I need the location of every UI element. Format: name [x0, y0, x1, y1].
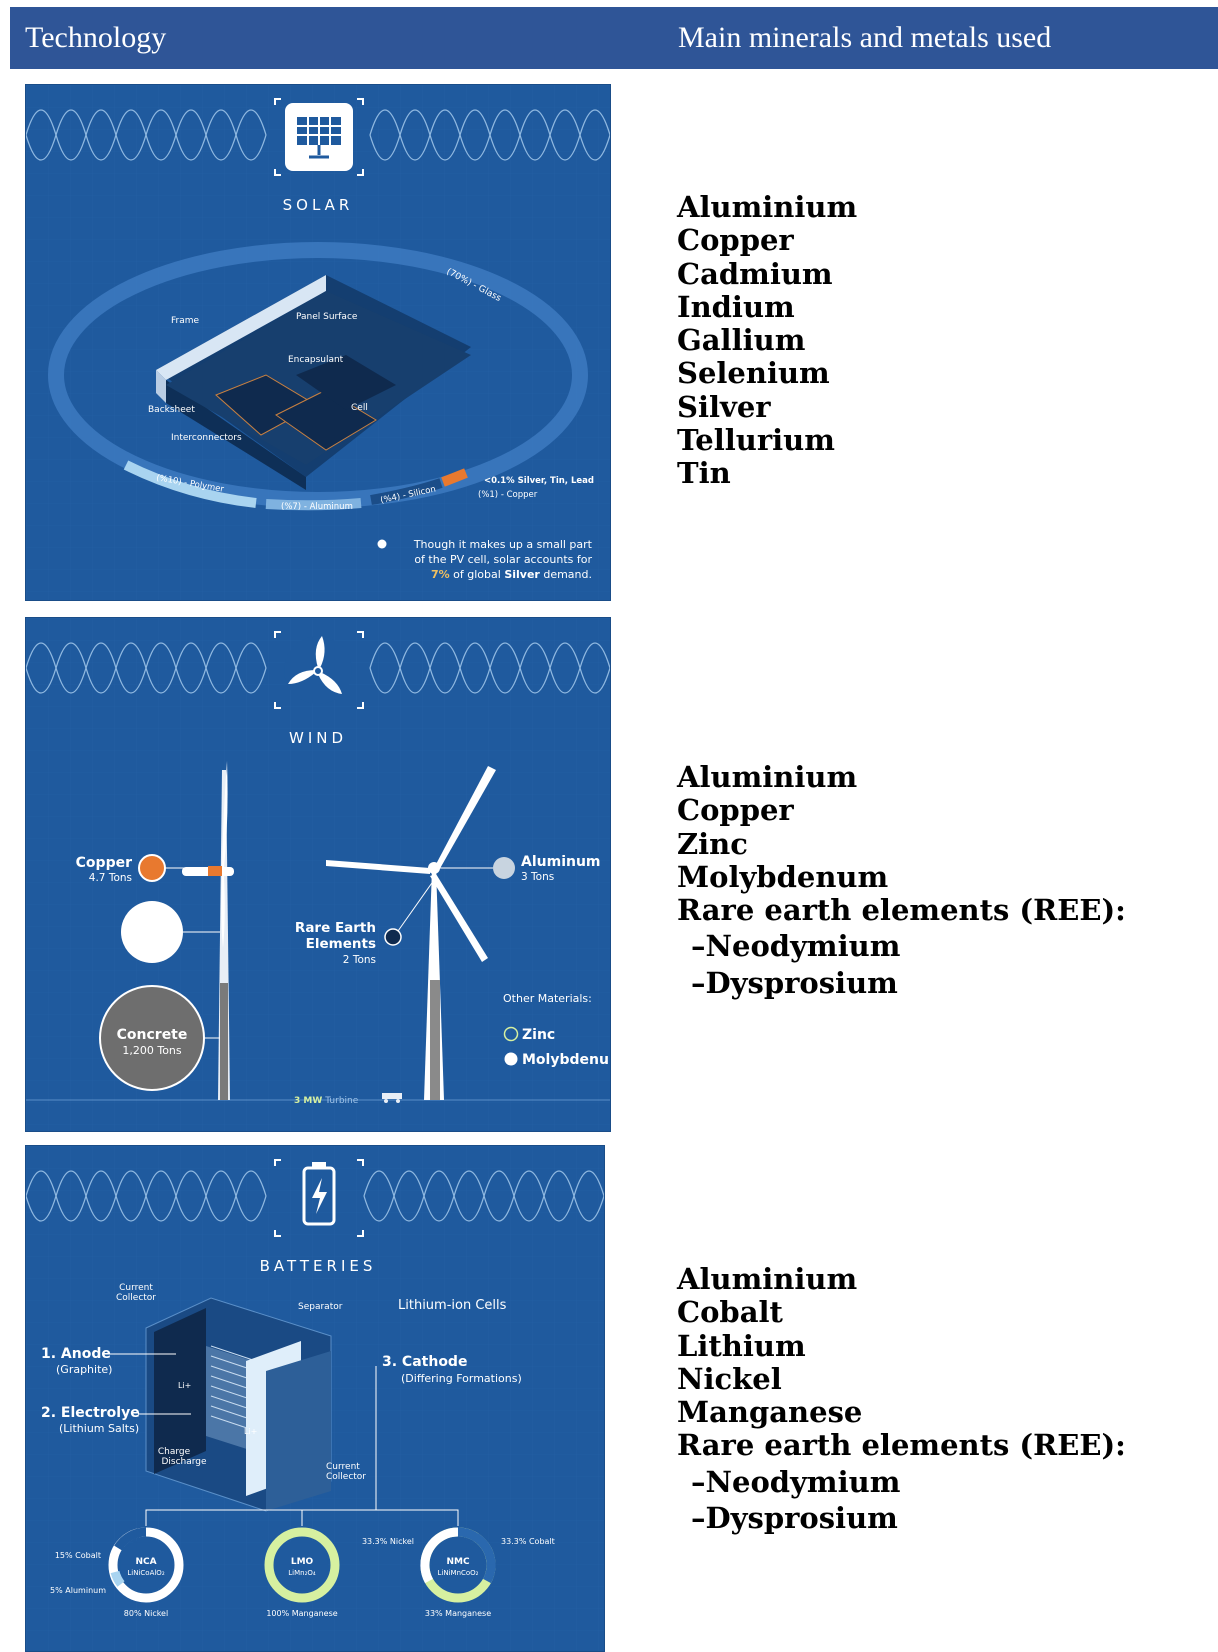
nca-aluminum: 5% Aluminum [50, 1586, 106, 1595]
list-item: Molybdenum [677, 859, 889, 894]
nmc-cobalt: 33.3% Cobalt [501, 1537, 555, 1546]
frame-label: Frame [171, 316, 200, 326]
anode-sub: (Graphite) [56, 1363, 112, 1376]
wind-aluminum-label: Aluminum [521, 854, 601, 870]
wind-ree-tons: 2 Tons [343, 954, 376, 966]
wind-aluminum-tons: 3 Tons [521, 871, 554, 883]
list-item: Aluminium [677, 1262, 858, 1296]
copper-label: (%1) - Copper [478, 490, 538, 500]
list-subitem: –Neodymium [691, 1464, 901, 1499]
wind-copper-tons: 4.7 Tons [89, 872, 132, 884]
electrolyte-sub: (Lithium Salts) [59, 1422, 139, 1435]
list-item: Selenium [677, 356, 830, 391]
table-header: Technology Main minerals and metals used [10, 7, 1218, 69]
solar-infographic: SOLAR Frame Panel Surface Encapsulant Ce… [25, 84, 611, 601]
list-item: Silver [677, 389, 771, 424]
nmc-nickel: 33.3% Nickel [362, 1537, 414, 1546]
list-item: Lithium [677, 1328, 806, 1363]
discharge-label: Discharge [161, 1457, 207, 1467]
nca-cobalt: 15% Cobalt [55, 1551, 101, 1560]
list-item: Tellurium [677, 423, 835, 458]
list-subitem: –Dysprosium [691, 965, 898, 1000]
list-subitem: –Dysprosium [691, 1501, 898, 1536]
list-item: Tin [677, 456, 731, 491]
nmc-donut-chart [420, 1527, 496, 1603]
list-item: Zinc [677, 826, 748, 861]
wind-turbine-size-label: 3 MW Turbine [294, 1096, 359, 1106]
list-item: Indium [677, 289, 795, 324]
interconnectors-label: Interconnectors [171, 433, 242, 443]
anode-label: 1. Anode [41, 1346, 111, 1362]
backsheet-label: Backsheet [148, 405, 195, 415]
aluminum-label: (%7) - Aluminum [281, 502, 353, 512]
current-collector-top-1: Current [119, 1283, 153, 1293]
batteries-title: BATTERIES [260, 1257, 377, 1275]
list-item: Rare earth elements (REE): [677, 893, 1126, 928]
solar-minerals-list: Aluminium Copper Cadmium Indium Gallium … [677, 190, 858, 491]
lmo-manganese: 100% Manganese [266, 1609, 337, 1618]
separator-label: Separator [298, 1302, 343, 1312]
lmo-donut-chart [264, 1527, 340, 1603]
lithium-ion-cells-title: Lithium-ion Cells [398, 1298, 507, 1313]
list-item: Copper [677, 223, 794, 258]
solar-panel-icon [285, 103, 353, 171]
wind-infographic: WIND Copper 4.7 Tons Steel 335 Tons Conc… [25, 617, 611, 1132]
cell-label: Cell [351, 403, 368, 413]
wind-concrete-label: Concrete [117, 1027, 188, 1043]
list-subitem: –Neodymium [691, 929, 901, 964]
wind-steel-tons: 335 Tons [130, 938, 174, 949]
technology-column-header: Technology [25, 21, 167, 54]
list-item: Rare earth elements (REE): [677, 1428, 1126, 1463]
nca-nickel: 80% Nickel [124, 1609, 168, 1618]
solar-note-line2: of the PV cell, solar accounts for [414, 553, 592, 566]
nca-formula: LiNiCoAlO₂ [127, 1569, 164, 1577]
wind-ree-label1: Rare Earth [295, 920, 376, 936]
nmc-manganese: 33% Manganese [425, 1609, 491, 1618]
wind-zinc-label: Zinc [522, 1027, 555, 1043]
wind-concrete-tons: 1,200 Tons [122, 1044, 182, 1057]
list-item: Cobalt [677, 1295, 783, 1330]
wind-other-label: Other Materials: [503, 992, 592, 1005]
nca-donut-chart [108, 1527, 184, 1603]
nca-name: NCA [135, 1557, 156, 1567]
nmc-formula: LiNiMnCoO₂ [438, 1569, 479, 1577]
solar-note-line1: Though it makes up a small part [413, 538, 593, 551]
cathode-label: 3. Cathode [382, 1354, 467, 1370]
lmo-name: LMO [291, 1557, 314, 1567]
list-item: Gallium [677, 323, 806, 358]
solar-note-line3: 7% of global Silver demand. [431, 568, 592, 581]
current-collector-top-2: Collector [116, 1293, 156, 1303]
current-collector-bottom-2: Collector [326, 1472, 366, 1482]
nmc-name: NMC [446, 1557, 469, 1567]
wind-turbine-icon [284, 636, 352, 704]
wind-minerals-list: Aluminium Copper Zinc Molybdenum Rare ea… [677, 760, 1126, 1000]
current-collector-bottom-1: Current [326, 1462, 360, 1472]
electrolyte-label: 2. Electrolye [41, 1405, 140, 1421]
encapsulant-label: Encapsulant [288, 355, 344, 365]
cathode-sub: (Differing Formations) [401, 1372, 522, 1385]
silver-tin-lead-label: <0.1% Silver, Tin, Lead [484, 476, 594, 486]
wind-title: WIND [289, 729, 347, 747]
wind-ree-label2: Elements [306, 936, 376, 952]
batteries-infographic: BATTERIES Current Collector Separator Li… [25, 1145, 605, 1652]
list-item: Manganese [677, 1395, 863, 1430]
panel-surface-label: Panel Surface [296, 312, 358, 322]
li-ion-label-1: Li+ [178, 1381, 191, 1390]
charge-label: Charge [158, 1447, 191, 1457]
list-item: Copper [677, 793, 794, 828]
list-item: Aluminium [677, 760, 858, 794]
lmo-formula: LiMn₂O₄ [288, 1569, 316, 1577]
list-item: Nickel [677, 1361, 782, 1396]
batteries-minerals-list: Aluminium Cobalt Lithium Nickel Manganes… [677, 1262, 1126, 1536]
info-icon [377, 539, 387, 549]
minerals-column-header: Main minerals and metals used [678, 21, 1052, 54]
list-item: Cadmium [677, 256, 833, 291]
wind-molybdenum-label: Molybdenum [522, 1052, 610, 1068]
solar-title: SOLAR [283, 196, 354, 214]
battery-icon [302, 1162, 336, 1226]
li-ion-label-2: Li+ [244, 1427, 257, 1436]
wind-steel-label: Steel [133, 921, 171, 936]
wind-copper-label: Copper [76, 855, 132, 871]
list-item: Aluminium [677, 190, 858, 224]
